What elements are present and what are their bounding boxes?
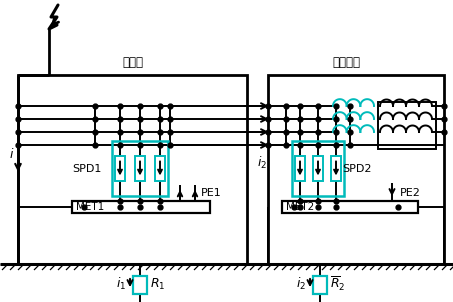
- Bar: [313, 276, 327, 294]
- Bar: [295, 156, 305, 182]
- Bar: [313, 156, 323, 182]
- Bar: [135, 156, 145, 182]
- Text: i: i: [10, 148, 13, 161]
- Bar: [292, 141, 344, 196]
- Bar: [115, 156, 125, 182]
- Text: $i_2$: $i_2$: [296, 276, 306, 292]
- Text: MET2: MET2: [286, 202, 314, 212]
- Bar: [18, 75, 247, 264]
- Text: SPD2: SPD2: [342, 163, 371, 174]
- Text: SPD1: SPD1: [72, 163, 102, 174]
- Bar: [112, 141, 168, 196]
- Text: 室外箱变: 室外箱变: [332, 56, 360, 69]
- Bar: [72, 201, 210, 213]
- Text: $i_2$: $i_2$: [257, 155, 268, 171]
- Text: MET1: MET1: [76, 202, 104, 212]
- Text: PE1: PE1: [201, 188, 222, 198]
- Bar: [133, 276, 147, 294]
- Text: $R_1$: $R_1$: [150, 276, 165, 291]
- Text: 建筑物: 建筑物: [122, 56, 143, 69]
- Bar: [331, 156, 341, 182]
- Text: PE2: PE2: [400, 188, 421, 198]
- Bar: [268, 75, 444, 264]
- Text: $i_1$: $i_1$: [116, 276, 126, 292]
- Bar: [378, 102, 436, 149]
- Text: $\overline{R}_2$: $\overline{R}_2$: [330, 275, 346, 293]
- Bar: [155, 156, 165, 182]
- Bar: [282, 201, 418, 213]
